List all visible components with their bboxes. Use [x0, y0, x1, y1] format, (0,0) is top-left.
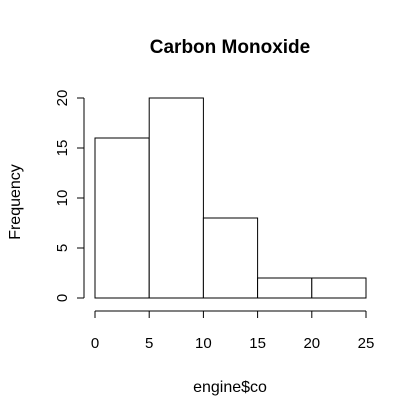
- x-axis-label: engine$co: [193, 379, 267, 396]
- histogram-bar-4: [311, 277, 367, 299]
- histogram-bar-1: [148, 97, 204, 299]
- y-tick-label-2: 10: [54, 190, 71, 207]
- bars-group: [94, 97, 367, 299]
- x-tick-label-3: 15: [249, 335, 266, 352]
- y-tick-label-4: 20: [54, 90, 71, 107]
- chart-title: Carbon Monoxide: [150, 37, 310, 58]
- histogram-bar-0: [94, 137, 150, 299]
- x-tick-label-2: 10: [195, 335, 212, 352]
- histogram-bar-3: [257, 277, 313, 299]
- x-tick-label-0: 0: [91, 335, 99, 352]
- x-tick-label-4: 20: [303, 335, 320, 352]
- x-axis: 0 5 10 15 20 25: [91, 310, 375, 352]
- y-tick-label-0: 0: [54, 294, 71, 302]
- x-tick-label-1: 5: [145, 335, 153, 352]
- y-axis: 0 5 10 15 20: [54, 90, 85, 302]
- x-tick-label-5: 25: [358, 335, 375, 352]
- y-axis-label: Frequency: [7, 164, 24, 240]
- histogram-bar-2: [202, 217, 259, 299]
- y-tick-label-1: 5: [54, 244, 71, 252]
- y-tick-label-3: 15: [54, 140, 71, 157]
